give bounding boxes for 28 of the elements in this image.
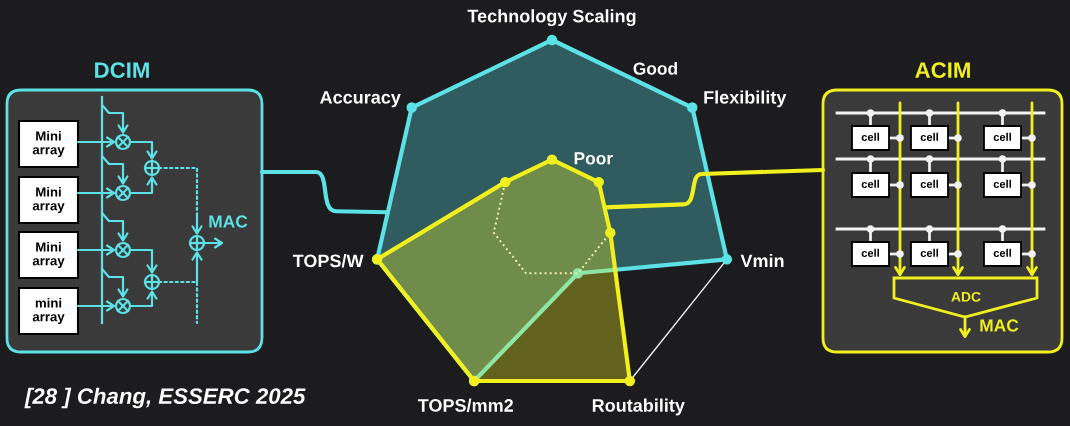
- text: cell: [993, 248, 1011, 257]
- spoke-label: Routability: [592, 398, 685, 416]
- spoke-label: Flexibility: [704, 90, 787, 108]
- text: Mini array: [32, 241, 65, 269]
- spoke-label: TOPS/W: [292, 254, 364, 268]
- text: [28 ] Chang, ESSERC 2025: [24, 387, 306, 409]
- text: DCIM: [95, 62, 149, 78]
- spoke-label: TOPS/mm2: [417, 398, 514, 412]
- text: cell: [920, 132, 938, 141]
- text: cell: [861, 132, 879, 141]
- text: cell: [993, 179, 1011, 188]
- text: MAC: [209, 215, 248, 228]
- text: Mini array: [32, 186, 65, 214]
- text: MAC: [980, 319, 1019, 332]
- text: mini array: [32, 297, 65, 325]
- spoke-label: Vmin: [740, 254, 784, 268]
- text: Mini array: [32, 130, 65, 158]
- text: cell: [993, 132, 1011, 141]
- spoke-label: Accuracy: [320, 91, 401, 108]
- text: cell: [920, 179, 938, 188]
- text: ADC: [951, 291, 981, 302]
- text: cell: [920, 248, 938, 257]
- text: ACIM: [915, 62, 970, 78]
- y-tick-label: Good: [633, 61, 677, 75]
- text: cell: [861, 179, 879, 188]
- text: cell: [861, 248, 879, 257]
- y-tick-label: Poor: [574, 152, 613, 165]
- spoke-label: Technology Scaling: [467, 9, 636, 27]
